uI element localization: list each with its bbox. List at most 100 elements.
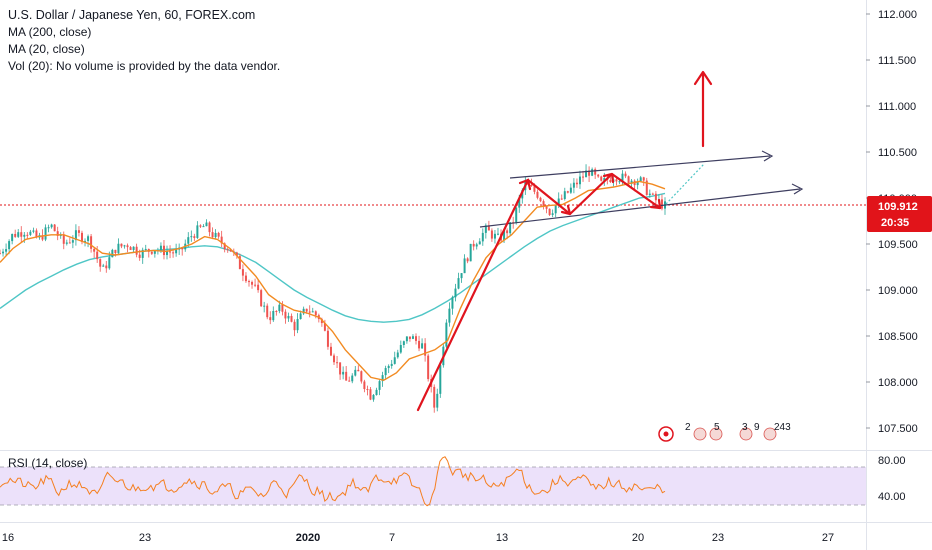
- candle-body: [278, 304, 281, 312]
- volume-legend[interactable]: Vol (20): No volume is provided by the d…: [8, 59, 281, 73]
- projection-dotted-line: [665, 163, 705, 205]
- candle-body: [26, 234, 29, 236]
- candle-body: [621, 173, 624, 182]
- price-tick-label: 110.500: [878, 147, 917, 159]
- flag-event-icon[interactable]: [763, 427, 777, 441]
- candle-body: [223, 243, 226, 250]
- wave-zigzag[interactable]: [526, 172, 662, 216]
- candle-body: [575, 182, 578, 185]
- candle-body: [257, 284, 260, 291]
- candle-body: [80, 232, 83, 242]
- candle-body: [487, 225, 490, 231]
- candle-body: [247, 281, 250, 283]
- candle-body: [141, 249, 144, 258]
- candle-body: [363, 381, 366, 390]
- ma20-legend[interactable]: MA (20, close): [8, 42, 85, 56]
- price-tick-label: 112.000: [878, 9, 917, 21]
- flag-event-icon[interactable]: [709, 427, 723, 441]
- candle-body: [578, 176, 581, 185]
- time-tick-label: 23: [139, 532, 151, 544]
- candle-body: [548, 208, 551, 215]
- event-count-label: 243: [774, 422, 791, 433]
- candle-body: [8, 241, 11, 250]
- channel-drawing[interactable]: [479, 150, 804, 228]
- time-tick-label: 2020: [296, 532, 320, 544]
- candle-body: [597, 174, 600, 177]
- ma-20-path: [0, 180, 666, 381]
- symbol-title[interactable]: U.S. Dollar / Japanese Yen, 60, FOREX.co…: [8, 8, 256, 22]
- candle-body: [175, 249, 178, 254]
- price-axis[interactable]: 112.000111.500111.000110.500110.000109.5…: [866, 9, 918, 435]
- chart-legend: U.S. Dollar / Japanese Yen, 60, FOREX.co…: [8, 7, 280, 75]
- candle-body: [372, 395, 375, 400]
- candle-body: [181, 247, 184, 250]
- candle-body: [348, 380, 351, 382]
- candle-body: [17, 232, 20, 237]
- event-icon[interactable]: [658, 426, 674, 442]
- candle-body: [193, 236, 196, 238]
- candle-body: [369, 389, 372, 400]
- candle-body: [539, 197, 542, 202]
- candle-body: [569, 187, 572, 193]
- candle-body: [402, 341, 405, 346]
- candle-body: [241, 269, 244, 276]
- candle-body: [493, 233, 496, 239]
- candle-body: [509, 222, 512, 234]
- price-tick-label: 109.500: [878, 239, 918, 251]
- candle-body: [329, 346, 332, 356]
- candle-body: [342, 371, 345, 375]
- candle-body: [99, 259, 102, 267]
- candle-body: [208, 222, 211, 233]
- red-annotations[interactable]: [416, 70, 713, 412]
- ma-20-line: [0, 180, 666, 381]
- rsi-legend[interactable]: RSI (14, close): [8, 456, 88, 470]
- candle-body: [275, 310, 278, 312]
- candle-body: [651, 193, 654, 195]
- candle-body: [660, 199, 663, 209]
- candle-body: [23, 234, 26, 237]
- candle-body: [518, 198, 521, 208]
- candle-body: [572, 182, 575, 188]
- candle-body: [238, 256, 241, 270]
- candle-body: [205, 222, 208, 227]
- channel-upper-line[interactable]: [509, 155, 771, 179]
- candle-body: [451, 297, 454, 309]
- candle-body: [135, 246, 138, 255]
- candle-body: [411, 336, 414, 339]
- candle-body: [226, 249, 229, 251]
- candle-body: [351, 375, 354, 382]
- time-tick-label: 20: [632, 532, 644, 544]
- candle-body: [481, 232, 484, 242]
- ma200-legend[interactable]: MA (200, close): [8, 25, 92, 39]
- candle-body: [366, 389, 369, 391]
- candle-body: [71, 240, 74, 243]
- event-dot: [663, 431, 669, 437]
- price-tick-label: 109.000: [878, 285, 918, 297]
- candle-body: [211, 232, 214, 238]
- candle-body: [554, 205, 557, 214]
- time-tick-label: 13: [496, 532, 508, 544]
- channel-lower-line[interactable]: [479, 188, 801, 228]
- candle-body: [62, 234, 65, 244]
- candle-body: [399, 345, 402, 353]
- time-axis[interactable]: 16 23 2020 7 13 20 23 27: [2, 532, 834, 544]
- flag-event-icon[interactable]: [739, 427, 753, 441]
- time-tick-label: 16: [2, 532, 14, 544]
- candle-body: [490, 230, 493, 239]
- candle-body: [308, 311, 311, 313]
- candle-body: [284, 311, 287, 319]
- flag-event-icon[interactable]: [693, 427, 707, 441]
- impulse-arrow[interactable]: [416, 178, 530, 412]
- candle-body: [357, 369, 360, 372]
- channel-lower-arrowhead: [791, 183, 804, 195]
- candle-body: [260, 290, 263, 307]
- candle-body: [393, 357, 396, 364]
- candle-body: [53, 224, 56, 232]
- candle-body: [132, 246, 135, 250]
- events-row[interactable]: 2 5 3 9 243: [658, 422, 791, 442]
- candle-body: [654, 193, 657, 201]
- candle-body: [615, 179, 618, 182]
- candle-body: [609, 180, 612, 182]
- time-tick-label: 7: [389, 532, 395, 544]
